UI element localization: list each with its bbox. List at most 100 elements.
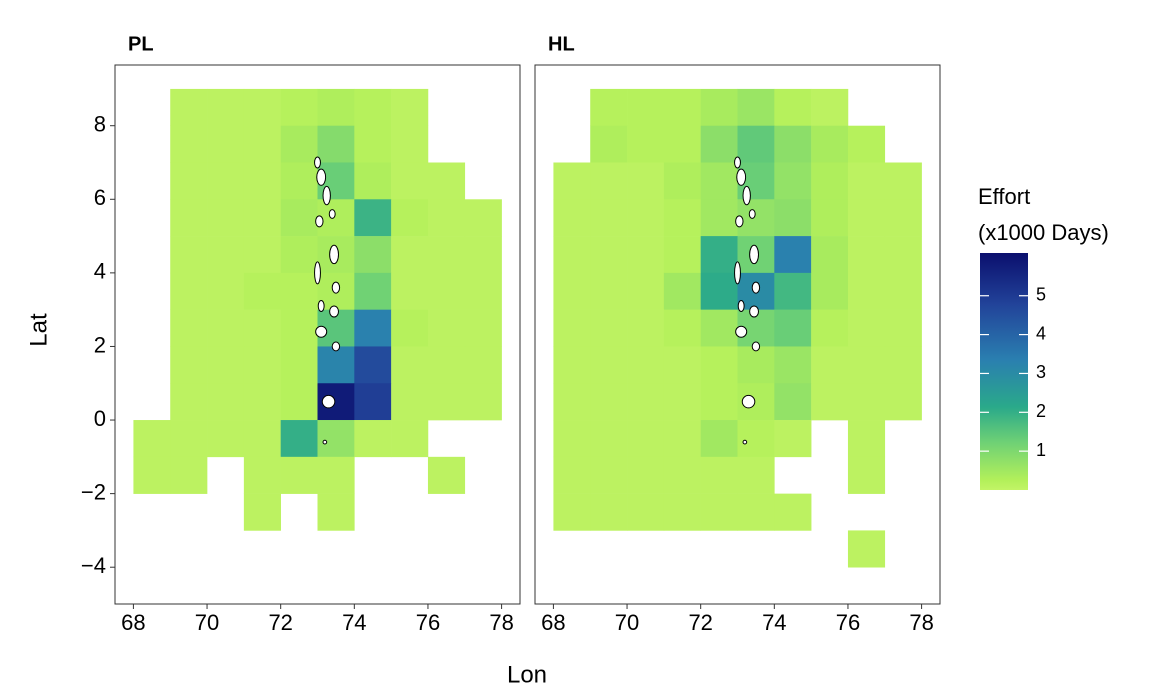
heat-cell (811, 199, 849, 237)
heat-cell (207, 125, 245, 163)
heat-cell (811, 272, 849, 310)
heat-cell (663, 346, 701, 384)
heat-cell (391, 309, 429, 347)
heat-cell (280, 383, 318, 421)
x-tick-label: 72 (268, 610, 292, 635)
panel-title: HL (548, 33, 575, 55)
heat-cell (354, 383, 392, 421)
heat-cell (811, 346, 849, 384)
heat-cell (427, 199, 466, 237)
heat-cell (280, 420, 318, 458)
heat-cell (354, 125, 392, 163)
island (735, 215, 744, 228)
heat-cell (553, 309, 591, 347)
heat-cell (391, 420, 429, 458)
heat-cell (170, 420, 208, 458)
heat-cell (464, 309, 502, 347)
heat-cell (774, 88, 812, 127)
heat-cell (663, 125, 701, 163)
panel-frame (534, 64, 941, 605)
heat-cell (553, 272, 591, 310)
heat-cell (170, 199, 208, 237)
legend-title: Effort (978, 184, 1030, 209)
heat-cell (663, 236, 701, 274)
heat-cell (553, 199, 591, 237)
heat-cell (280, 125, 318, 163)
colorbar-tick-label: 1 (1036, 440, 1046, 460)
colorbar-tick-label: 2 (1036, 401, 1046, 421)
heat-cell (700, 236, 738, 274)
colorbar-tick-label: 4 (1036, 323, 1046, 343)
heat-cell (280, 456, 318, 494)
heat-cell (354, 162, 392, 200)
x-tick-label: 78 (909, 610, 933, 635)
heat-cell (207, 383, 245, 421)
island (331, 341, 341, 352)
heat-cell (847, 125, 886, 163)
heat-cell (627, 420, 665, 458)
heat-cell (464, 199, 502, 237)
heat-cell (133, 420, 171, 458)
x-tick-label: 76 (416, 610, 440, 635)
heat-cell (627, 456, 665, 494)
heat-cell (464, 272, 502, 310)
heat-cell (663, 88, 701, 127)
heat-cell (391, 88, 429, 127)
x-tick-label: 68 (541, 610, 565, 635)
heat-cell (427, 346, 466, 384)
island (734, 261, 741, 285)
heat-cell (590, 125, 628, 163)
heat-cell (170, 236, 208, 274)
heat-cell (427, 162, 466, 200)
heat-cell (243, 493, 281, 531)
colorbar-tick-label: 5 (1036, 284, 1046, 304)
heat-cell (553, 236, 591, 274)
heat-cell (354, 272, 392, 310)
heat-cell (774, 346, 812, 384)
y-tick-label: 0 (94, 406, 106, 431)
heat-cell (774, 125, 812, 163)
heat-cell (243, 88, 281, 127)
y-tick-label: −4 (81, 553, 106, 578)
heat-cell (464, 346, 502, 384)
heat-cell (847, 199, 886, 237)
heat-cell (427, 383, 466, 421)
heat-cell (774, 493, 812, 531)
heat-cell (700, 383, 738, 421)
heat-cell (811, 383, 849, 421)
x-tick-label: 74 (762, 610, 786, 635)
heat-cell (884, 199, 922, 237)
heat-cell (243, 125, 281, 163)
heat-cell (207, 162, 245, 200)
heat-cell (663, 162, 701, 200)
island (321, 394, 336, 409)
x-tick-label: 68 (121, 610, 145, 635)
heat-cell (317, 346, 355, 384)
heat-cell (627, 199, 665, 237)
heat-cell (280, 346, 318, 384)
heat-cell (207, 199, 245, 237)
colorbar-tick-label: 3 (1036, 362, 1046, 382)
heat-cell (737, 88, 775, 127)
heat-cell (391, 346, 429, 384)
heat-cell (700, 456, 738, 494)
heat-cell (884, 309, 922, 347)
heat-cell (280, 272, 318, 310)
heat-cell (391, 125, 429, 163)
heat-cell (427, 236, 466, 274)
heat-cell (170, 456, 208, 494)
heat-cell (553, 383, 591, 421)
heat-cell (847, 420, 886, 458)
heat-cell (811, 88, 849, 127)
heat-cell (354, 346, 392, 384)
heat-cell (391, 236, 429, 274)
heat-cell (427, 309, 466, 347)
island (737, 299, 745, 313)
heat-cell (737, 346, 775, 384)
heat-cell (627, 346, 665, 384)
heat-cell (884, 346, 922, 384)
heat-cell (590, 420, 628, 458)
heat-cell (700, 162, 738, 200)
island (317, 299, 325, 313)
